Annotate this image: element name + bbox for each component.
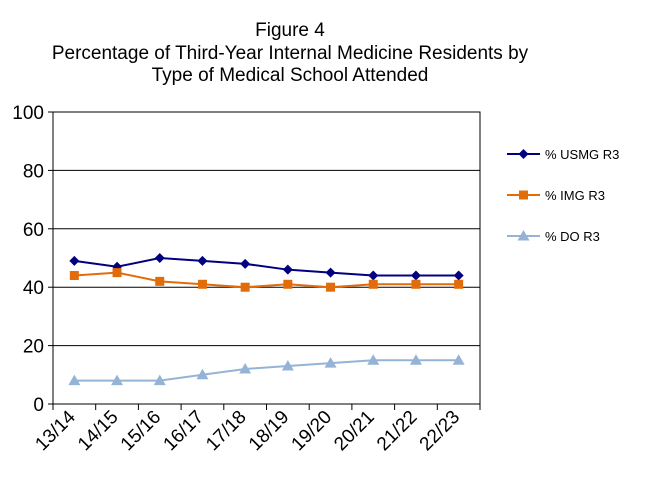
data-point bbox=[454, 279, 464, 289]
data-point bbox=[282, 264, 293, 275]
data-point bbox=[240, 258, 251, 269]
x-tick-label: 17/18 bbox=[202, 407, 250, 455]
series-line bbox=[74, 359, 459, 382]
chart-title-line: Figure 4 bbox=[255, 20, 325, 41]
data-point bbox=[196, 368, 209, 380]
legend-label: % USMG R3 bbox=[545, 147, 619, 162]
y-tick-label: 20 bbox=[23, 337, 44, 358]
chart-title: Figure 4 Percentage of Third-Year Intern… bbox=[52, 20, 529, 86]
data-point bbox=[111, 374, 124, 386]
x-tick-label: 18/19 bbox=[245, 407, 293, 455]
y-tick-label: 100 bbox=[12, 103, 44, 124]
chart-title-line: Type of Medical School Attended bbox=[152, 65, 429, 86]
data-point bbox=[324, 357, 337, 368]
x-tick-label: 21/22 bbox=[373, 407, 421, 455]
data-point bbox=[453, 270, 464, 281]
data-point bbox=[240, 282, 250, 292]
data-point bbox=[281, 360, 294, 371]
data-point bbox=[154, 253, 165, 263]
x-tick-label: 15/16 bbox=[117, 407, 165, 455]
x-tick-label: 16/17 bbox=[160, 407, 208, 455]
legend-label: % DO R3 bbox=[545, 229, 600, 244]
data-point bbox=[410, 270, 421, 281]
legend-marker bbox=[518, 149, 529, 159]
data-point bbox=[368, 279, 378, 289]
legend-marker bbox=[517, 230, 530, 241]
data-point bbox=[112, 268, 122, 278]
data-point bbox=[155, 276, 165, 286]
series-line bbox=[74, 256, 459, 277]
chart-title-line: Percentage of Third-Year Internal Medici… bbox=[52, 43, 529, 64]
data-point bbox=[452, 354, 465, 365]
data-point bbox=[283, 279, 293, 289]
data-point bbox=[197, 255, 208, 266]
data-point bbox=[69, 271, 79, 281]
x-tick-label: 22/23 bbox=[416, 407, 464, 455]
data-point bbox=[368, 270, 379, 281]
data-point bbox=[69, 255, 80, 266]
x-tick-label: 20/21 bbox=[330, 407, 378, 455]
legend-marker bbox=[519, 190, 528, 200]
data-point bbox=[239, 362, 252, 374]
y-tick-label: 80 bbox=[23, 161, 44, 182]
series-line bbox=[74, 271, 459, 289]
y-tick-label: 0 bbox=[33, 395, 44, 416]
data-point bbox=[326, 282, 336, 292]
x-tick-label: 19/20 bbox=[288, 407, 336, 455]
data-point bbox=[411, 279, 421, 289]
y-tick-label: 40 bbox=[23, 278, 44, 299]
data-point bbox=[197, 279, 207, 289]
x-tick-label: 14/15 bbox=[74, 407, 122, 455]
data-point bbox=[325, 267, 336, 278]
legend: % USMG R3 % IMG R3 % DO R3 bbox=[507, 147, 619, 244]
plot-area: 02040608010013/1414/1515/1616/1717/1818/… bbox=[12, 103, 481, 455]
legend-label: % IMG R3 bbox=[545, 188, 605, 203]
y-tick-label: 60 bbox=[23, 220, 44, 241]
data-point bbox=[153, 374, 166, 386]
data-point bbox=[367, 354, 380, 365]
data-point bbox=[68, 374, 81, 386]
data-point bbox=[409, 354, 422, 365]
